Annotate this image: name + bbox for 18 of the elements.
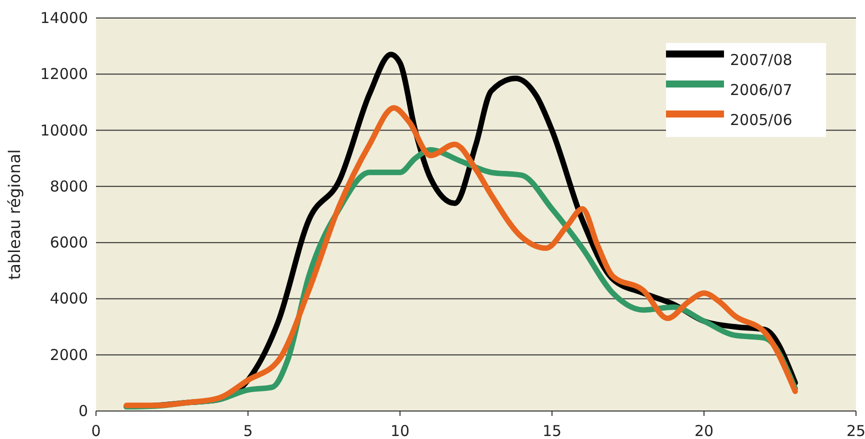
y-tick-label: 10000	[40, 121, 88, 140]
y-tick-label: 14000	[40, 9, 88, 27]
legend-label: 2007/08	[730, 51, 792, 69]
x-tick-label: 20	[694, 422, 714, 439]
x-tick-label: 15	[542, 422, 562, 439]
y-axis-title: tableau régional	[5, 149, 24, 280]
legend-label: 2005/06	[730, 111, 792, 129]
y-tick-label: 2000	[50, 346, 88, 364]
y-tick-label: 0	[78, 402, 88, 420]
legend-label: 2006/07	[730, 81, 792, 99]
x-tick-label: 0	[91, 422, 101, 439]
x-tick-label: 10	[390, 422, 410, 439]
y-tick-label: 4000	[50, 290, 88, 308]
y-tick-label: 8000	[50, 177, 88, 196]
x-tick-label: 5	[243, 422, 253, 439]
y-tick-label: 6000	[50, 234, 88, 252]
x-tick-label: 25	[846, 422, 865, 439]
y-tick-label: 12000	[40, 65, 88, 84]
